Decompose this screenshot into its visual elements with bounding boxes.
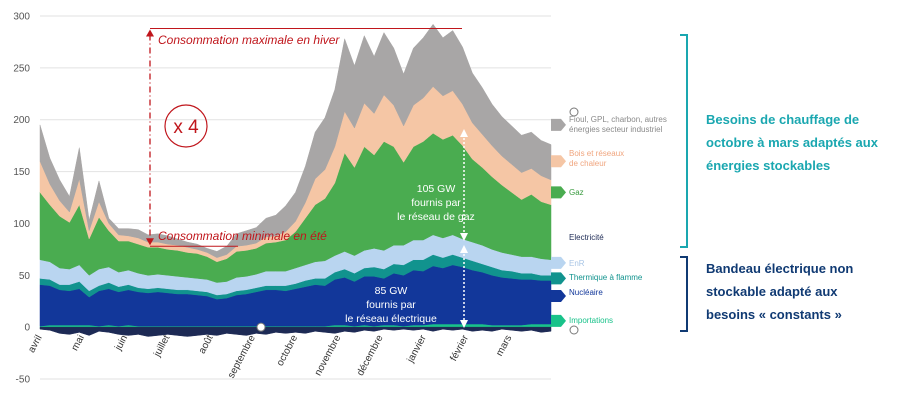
elec-arrow-head-down: [460, 320, 468, 328]
legend-label-importations: Importations: [569, 316, 613, 325]
gas-arrow-head-down: [460, 233, 468, 241]
legend-label-chaleur-2: de chaleur: [569, 159, 607, 168]
gas-text-line-3: le réseau de gaz: [397, 211, 475, 223]
baseband-bracket: [680, 256, 688, 332]
x-tick-label-decembre: décembre: [355, 333, 386, 378]
heating-bracket: [680, 34, 688, 248]
gas-text-line-1: 105 GW: [417, 183, 456, 195]
x-axis: avril mai juin juillet août septembre octobre n…: [26, 333, 514, 380]
legend-marker-importations: [551, 314, 566, 327]
legend-dot-bottom: [569, 325, 579, 335]
elec-arrow-head-up: [460, 245, 468, 253]
max-consumption-label: Consommation maximale en hiver: [158, 33, 340, 47]
x-tick-label-janvier: janvier: [405, 333, 429, 366]
legend-dot-top: [569, 107, 579, 117]
legend-label-chaleur-1: Bois et réseaux: [569, 149, 624, 158]
legend-marker-nucleaire: [551, 290, 566, 303]
x-tick-label-novembre: novembre: [313, 333, 344, 378]
gas-arrow-head-up: [460, 129, 468, 137]
y-tick-label-300: 300: [13, 12, 30, 23]
legend-label-electricite: Electricité: [569, 233, 604, 242]
x-tick-label-fevrier: février: [448, 333, 471, 363]
legend-marker-chaleur: [551, 155, 566, 168]
ratio-circle: [164, 104, 208, 148]
area-fioul: [39, 23, 552, 258]
legend-label-fioul-2: énergies secteur industriel: [569, 125, 663, 134]
elec-text-line-2: fournis par: [366, 299, 416, 311]
elec-text-line-1: 85 GW: [375, 285, 408, 297]
legend-marker-fioul: [551, 118, 566, 131]
gas-text-line-2: fournis par: [411, 197, 461, 209]
x-tick-label-mars: mars: [494, 333, 514, 358]
legend-label-enr: EnR: [569, 259, 585, 268]
ratio-arrow-head-down: [146, 238, 154, 246]
baseband-text: Bandeau électrique non stockable adapté …: [706, 261, 854, 322]
x-tick-label-septembre: septembre: [226, 333, 258, 380]
x-tick-label-juillet: juillet: [152, 333, 173, 359]
x-tick-label-mai: mai: [70, 333, 87, 352]
area-series: [39, 23, 552, 337]
legend-marker-enr: [551, 256, 566, 269]
heating-needs-text: Besoins de chauffage de octobre à mars a…: [706, 112, 878, 173]
y-axis: -50 0 50 100 150 200 250 300: [13, 12, 30, 386]
x-tick-label-avril: avril: [26, 333, 44, 354]
legend-label-thermique: Thermique à flamme: [569, 273, 643, 282]
ratio-label: x 4: [173, 117, 199, 138]
x-tick-label-octobre: octobre: [275, 333, 301, 368]
legend-label-gaz: Gaz: [569, 188, 584, 197]
y-tick-label-200: 200: [13, 115, 30, 126]
y-tick-label-250: 250: [13, 63, 30, 74]
x-tick-label-aout: août: [197, 333, 216, 356]
x-tick-label-juin: juin: [113, 333, 130, 353]
ratio-arrow-head-up: [146, 29, 154, 37]
y-tick-label-0: 0: [24, 323, 30, 334]
legend-label-fioul-1: Fioul, GPL, charbon, autres: [569, 115, 667, 124]
elec-text-line-3: le réseau électrique: [345, 313, 437, 325]
y-tick-label-150: 150: [13, 167, 30, 178]
min-consumption-label: Consommation minimale en été: [158, 229, 327, 243]
y-tick-label-50: 50: [19, 271, 31, 282]
y-tick-label-100: 100: [13, 219, 30, 230]
area-exports: [39, 326, 552, 337]
legend-marker-thermique: [551, 272, 566, 285]
legend-marker-gaz: [551, 186, 566, 199]
legend-label-nucleaire: Nucléaire: [569, 288, 603, 297]
axis-dot: [256, 322, 266, 332]
annotations: Consommation maximale en hiver Consommat…: [146, 27, 475, 328]
y-tick-label--50: -50: [16, 375, 31, 386]
